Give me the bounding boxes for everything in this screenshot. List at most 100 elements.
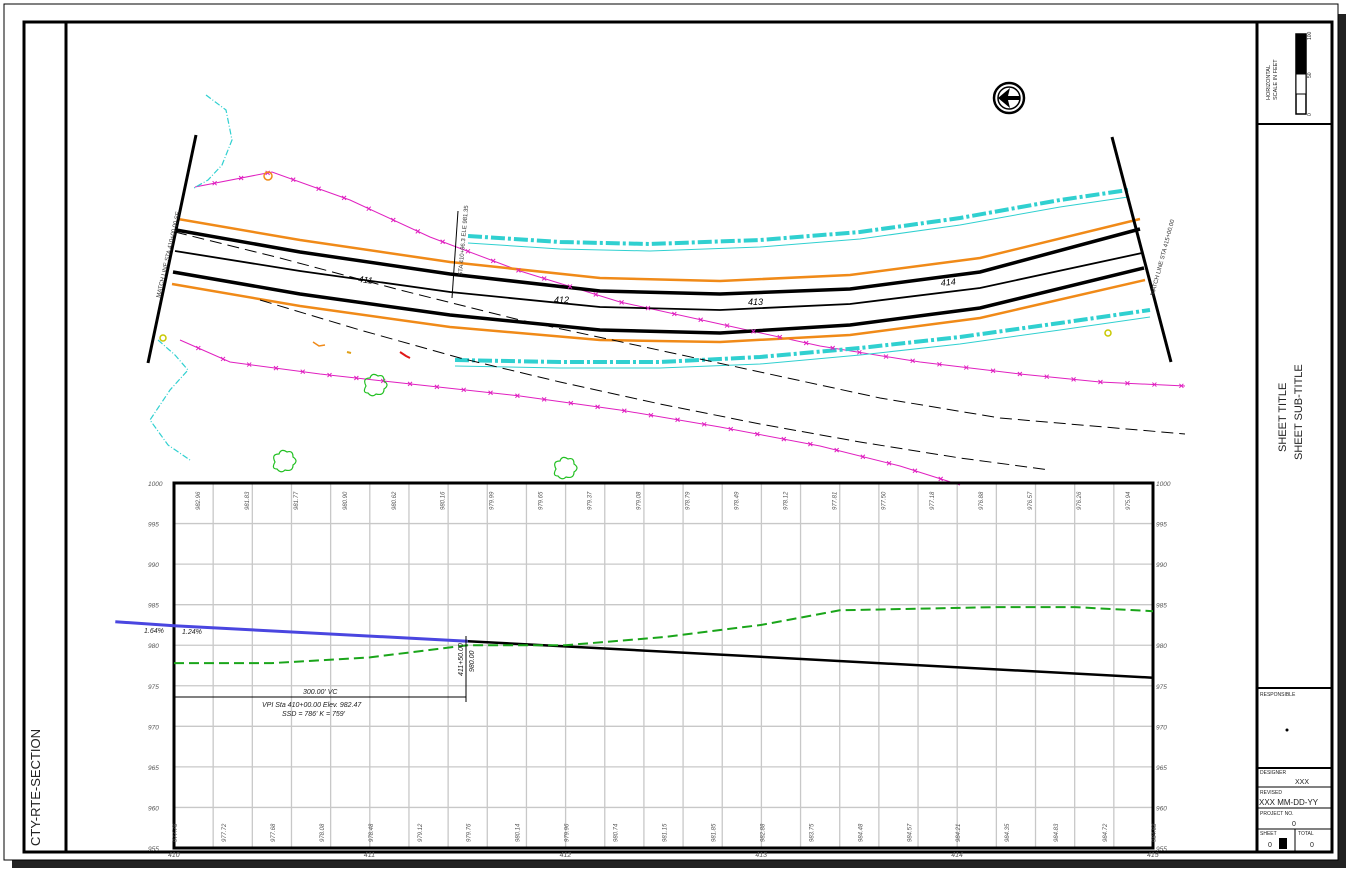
stream-left-bottom <box>149 339 191 461</box>
top-elevation-value: 981.77 <box>294 491 300 510</box>
station-tick: 413 <box>755 852 767 859</box>
fence-x-mark <box>886 460 892 466</box>
top-elevation-value: 979.99 <box>490 491 496 510</box>
elevation-tick-right: 965 <box>1156 765 1167 772</box>
fence-x-mark <box>645 305 651 311</box>
fence-x-mark <box>316 186 321 192</box>
pvt-elevation-label: 980.00 <box>469 650 476 672</box>
elevation-tick-left: 975 <box>148 684 159 691</box>
fence-x-mark <box>1017 371 1023 377</box>
top-elevation-value: 976.88 <box>979 491 985 510</box>
fence-x-mark <box>834 447 840 453</box>
fence-x-mark <box>648 412 654 418</box>
fence-x-mark <box>1044 374 1050 380</box>
fence-x-mark <box>754 431 760 437</box>
fence-x-mark <box>341 195 347 201</box>
fence-x-mark <box>195 345 201 351</box>
bottom-elevation-value: 979.76 <box>467 823 473 842</box>
fence-x-mark <box>516 268 521 273</box>
fence-x-mark <box>1152 382 1157 387</box>
tree-symbol-1 <box>363 373 388 397</box>
top-elevation-value: 976.57 <box>1028 491 1034 510</box>
fence-x-mark <box>465 248 471 254</box>
match-line-left <box>146 134 198 364</box>
grade-left-label: 1.64% <box>144 628 164 635</box>
utility-symbol-red <box>399 351 411 359</box>
bottom-elevation-value: 979.12 <box>418 823 424 842</box>
fence-x-mark <box>212 180 217 186</box>
bottom-elevation-value: 977.68 <box>271 823 277 842</box>
vpi-station-label: VPI Sta 410+00.00 Elev. 982.47 <box>262 702 362 709</box>
fence-x-mark <box>515 393 520 399</box>
utility-marker-3 <box>1104 329 1112 337</box>
fence-x-mark <box>568 400 574 406</box>
fence-x-mark <box>671 311 677 317</box>
fence-x-mark <box>327 372 332 378</box>
fence-x-mark <box>488 390 493 396</box>
top-elevation-value: 980.62 <box>392 491 398 510</box>
ditch-top-b <box>467 196 1129 252</box>
fence-x-mark <box>803 340 809 346</box>
fence-x-mark <box>698 317 704 323</box>
elevation-tick-right: 990 <box>1156 562 1167 569</box>
plan-station-412: 412 <box>554 295 569 305</box>
top-elevation-value: 977.81 <box>832 492 838 510</box>
station-tick: 411 <box>364 852 375 859</box>
existing-road-2 <box>259 299 1051 471</box>
profile-series-grade-existing <box>115 620 468 643</box>
elevation-tick-left: 955 <box>148 846 159 853</box>
scale-title: HORIZONTAL <box>1266 65 1272 100</box>
fence-x-mark <box>366 206 372 212</box>
fence-x-mark <box>701 421 707 427</box>
fence-x-mark <box>434 384 440 390</box>
fence-x-mark <box>541 397 547 402</box>
bottom-elevation-value: 982.88 <box>760 823 766 842</box>
elevation-tick-right: 970 <box>1156 724 1167 731</box>
fence-x-mark <box>567 284 573 289</box>
match-line-right <box>1110 136 1173 363</box>
existing-road <box>174 231 1186 435</box>
elevation-tick-left: 995 <box>148 522 159 529</box>
elevation-tick-right: 960 <box>1156 805 1167 812</box>
fence-x-mark <box>300 369 306 375</box>
bottom-elevation-value: 981.15 <box>663 823 669 842</box>
elevation-tick-right: 1000 <box>1156 481 1171 488</box>
station-tick: 412 <box>560 852 572 859</box>
bottom-elevation-value: 977.76 <box>173 823 179 842</box>
pvt-station-label: 411+50.00 <box>458 643 465 676</box>
ditch-top-a <box>467 188 1129 247</box>
sight-distance-label: SSD = 786' K = 759' <box>282 711 346 718</box>
profile-series <box>115 606 1154 679</box>
fence-x-mark <box>781 436 787 442</box>
designer-label: DESIGNER <box>1260 770 1287 776</box>
bottom-elevation-value: 978.48 <box>369 823 375 842</box>
lane-line-top <box>175 227 1141 296</box>
bottom-elevation-value: 978.08 <box>320 823 326 842</box>
fence-x-mark <box>238 175 244 181</box>
tree-symbol-2 <box>272 449 297 473</box>
top-elevation-value: 975.94 <box>1126 491 1132 510</box>
utility-symbol-orange <box>312 341 326 347</box>
fence-x-mark <box>777 334 783 340</box>
row-line-top <box>194 171 1186 387</box>
elevation-tick-left: 990 <box>148 562 159 569</box>
plan-station-413: 413 <box>748 297 763 307</box>
edge-of-pavement-top <box>177 217 1141 283</box>
scale-tick-100: 100 <box>1307 31 1313 40</box>
elevation-tick-left: 980 <box>148 643 159 650</box>
stream-left-top <box>193 94 233 189</box>
fence-x-mark <box>675 417 680 423</box>
scale-bar-fill-2 <box>1295 73 1307 95</box>
sheet-subtitle: SHEET SUB-TITLE <box>1293 364 1305 460</box>
scale-bar-fill-1 <box>1296 34 1306 74</box>
bottom-elevation-value: 983.75 <box>809 823 815 842</box>
utility-marker-2 <box>159 334 167 342</box>
north-arrow-icon <box>992 81 1026 115</box>
bottom-elevation-value: 984.63 <box>1152 823 1158 842</box>
fence-x-mark <box>407 381 413 387</box>
elevation-tick-left: 960 <box>148 805 159 812</box>
row-line-bottom <box>179 339 961 486</box>
top-elevation-value: 980.90 <box>343 491 349 510</box>
fence-x-mark <box>621 408 627 414</box>
